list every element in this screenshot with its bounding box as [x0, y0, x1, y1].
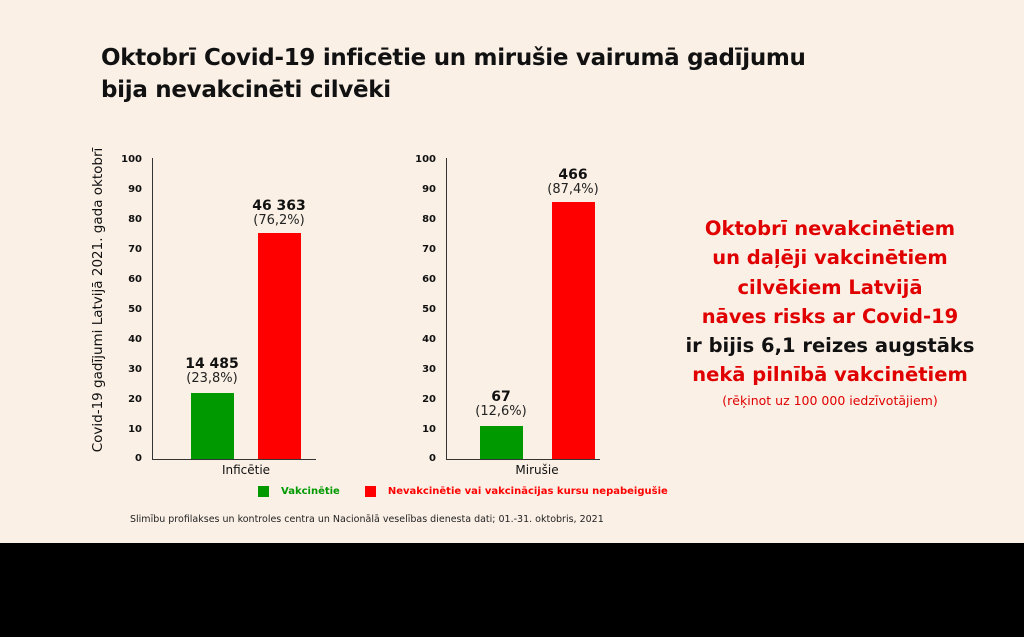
bar-deaths-unvaccinated — [552, 202, 595, 459]
y-tick: 10 — [422, 424, 436, 435]
callout-line: Oktobrī nevakcinētiem — [704, 217, 956, 240]
red-square-icon — [364, 486, 376, 497]
category-label-deaths: Mirušie — [515, 463, 559, 477]
percent-value: (23,8%) — [186, 371, 238, 386]
label-infected-unvaccinated: 46 363 (76,2%) — [234, 198, 324, 228]
y-tick: 40 — [128, 334, 142, 345]
label-deaths-vaccinated: 67 (12,6%) — [456, 389, 546, 419]
callout-line: cilvēkiem Latvijā — [737, 275, 923, 299]
title-line-1: Oktobrī Covid-19 inficētie un mirušie va… — [101, 45, 806, 71]
y-tick: 30 — [422, 364, 436, 375]
y-axis-label: Covid-19 gadījumi Latvijā 2021. gada okt… — [90, 147, 106, 453]
y-tick: 20 — [422, 394, 436, 405]
bar-deaths-vaccinated — [480, 426, 523, 459]
y-tick: 0 — [429, 453, 436, 464]
legend-label-unvaccinated: Nevakcinētie vai vakcinācijas kursu nepa… — [387, 486, 668, 497]
y-tick: 70 — [128, 244, 142, 255]
percent-value: (76,2%) — [253, 213, 305, 228]
y-tick: 80 — [422, 214, 436, 225]
y-tick: 90 — [128, 184, 142, 195]
y-tick: 40 — [422, 334, 436, 345]
callout-line: un daļēji vakcinētiem — [712, 246, 948, 270]
x-axis-line — [152, 459, 316, 460]
y-tick: 50 — [422, 304, 436, 315]
y-tick: 70 — [422, 244, 436, 255]
count-value: 466 — [558, 167, 588, 183]
label-infected-vaccinated: 14 485 (23,8%) — [167, 356, 257, 386]
title-line-2: bija nevakcinēti cilvēki — [101, 77, 391, 103]
label-deaths-unvaccinated: 466 (87,4%) — [528, 167, 618, 197]
risk-callout: Oktobrī nevakcinētiem un daļēji vakcinēt… — [660, 214, 1000, 412]
y-tick: 10 — [128, 424, 142, 435]
bar-infected-unvaccinated — [258, 233, 301, 459]
count-value: 67 — [491, 389, 511, 405]
y-tick: 0 — [135, 453, 142, 464]
x-axis-line — [446, 459, 600, 460]
y-tick: 80 — [128, 214, 142, 225]
y-tick: 30 — [128, 364, 142, 375]
y-tick: 60 — [128, 274, 142, 285]
bar-infected-vaccinated — [191, 393, 234, 459]
callout-line: nāves risks ar Covid-19 — [701, 304, 959, 328]
y-tick: 100 — [415, 154, 436, 165]
y-tick: 90 — [422, 184, 436, 195]
chart-legend: Vakcinētie Nevakcinētie vai vakcinācijas… — [258, 486, 693, 497]
y-tick: 60 — [422, 274, 436, 285]
y-tick: 20 — [128, 394, 142, 405]
count-value: 46 363 — [252, 198, 306, 214]
percent-value: (87,4%) — [547, 182, 599, 197]
y-tick: 50 — [128, 304, 142, 315]
bottom-black-band — [0, 543, 1024, 637]
green-square-icon — [258, 486, 269, 497]
source-note: Slimību profilakses un kontroles centra … — [130, 514, 604, 525]
callout-line: nekā pilnībā vakcinētiem — [692, 363, 968, 387]
category-label-infected: Inficētie — [221, 463, 271, 477]
infographic-canvas: Oktobrī Covid-19 inficētie un mirušie va… — [0, 0, 1024, 543]
callout-line-highlight: ir bijis 6,1 reizes augstāks — [685, 334, 975, 358]
y-tick: 100 — [121, 154, 142, 165]
legend-item-unvaccinated: Nevakcinētie vai vakcinācijas kursu nepa… — [364, 486, 668, 497]
legend-item-vaccinated: Vakcinētie — [258, 486, 340, 497]
count-value: 14 485 — [185, 356, 239, 372]
y-axis-line — [446, 158, 447, 459]
legend-label-vaccinated: Vakcinētie — [281, 486, 340, 497]
callout-note: (rēķinot uz 100 000 iedzīvotājiem) — [722, 392, 938, 408]
percent-value: (12,6%) — [475, 404, 527, 419]
y-axis-line — [152, 158, 153, 459]
page-title: Oktobrī Covid-19 inficētie un mirušie va… — [101, 42, 881, 106]
